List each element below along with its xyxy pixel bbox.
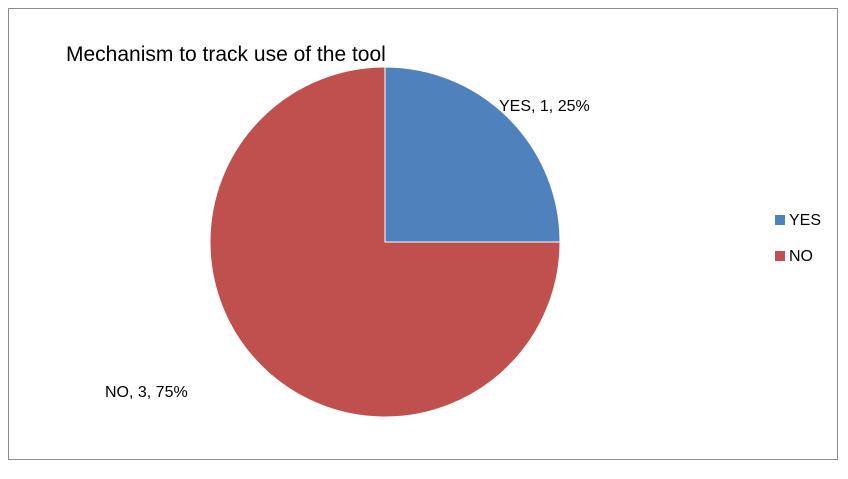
pie-slice-no	[209, 66, 561, 418]
chart-area: Mechanism to track use of the tool YES, …	[8, 8, 838, 460]
data-label-no: NO, 3, 75%	[105, 384, 188, 401]
legend: YES NO	[775, 212, 821, 265]
pie-slice-yes	[384, 66, 561, 243]
legend-label-yes: YES	[789, 212, 821, 229]
data-labels: YES, 1, 25% NO, 3, 75%	[105, 98, 590, 401]
pie-slices	[209, 66, 561, 418]
data-label-yes: YES, 1, 25%	[499, 98, 590, 115]
legend-swatch-yes	[775, 215, 785, 225]
pie-chart: Mechanism to track use of the tool YES, …	[66, 43, 821, 418]
legend-label-no: NO	[789, 248, 813, 265]
legend-swatch-no	[775, 251, 785, 261]
chart-title: Mechanism to track use of the tool	[66, 43, 386, 66]
